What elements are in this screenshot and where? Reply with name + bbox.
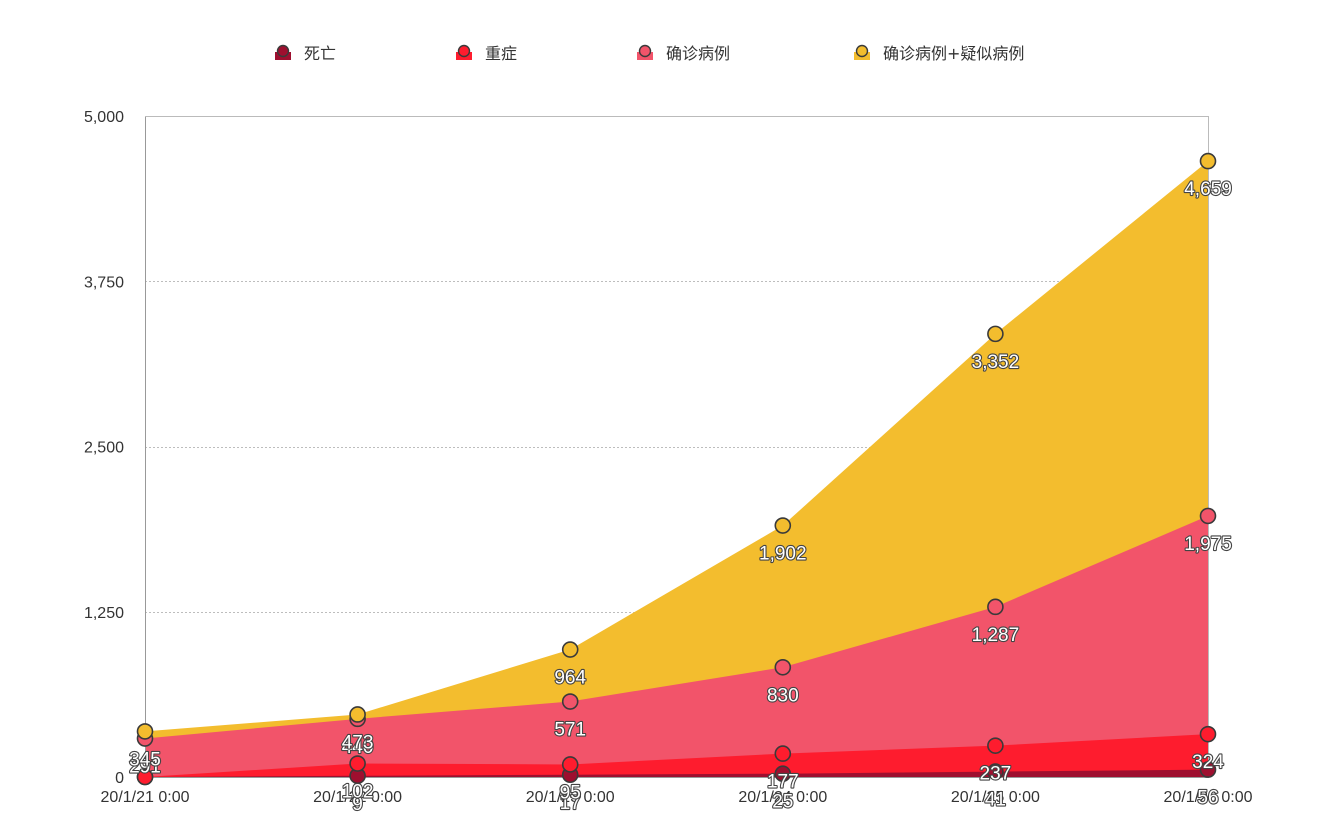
legend-label: 死亡 [304, 44, 336, 63]
data-label: 1,975 [1184, 534, 1232, 555]
legend: 死亡 重症 确诊病例 确诊病例+疑似病例 [275, 44, 1024, 63]
y-tick-label: 0 [115, 770, 124, 787]
data-points [136, 152, 1217, 786]
x-tick-label: 20/1/21 0:00 [101, 789, 190, 806]
data-point[interactable] [1199, 152, 1217, 170]
data-label: 102 [342, 782, 374, 803]
data-point[interactable] [561, 756, 579, 773]
legend-marker [276, 44, 290, 58]
legend-marker [638, 44, 652, 58]
legend-label: 确诊病例 [666, 44, 730, 63]
data-labels: 9 17 25 41 56 102 95 177 237 324 291 440 571 830 1,287… [128, 178, 1233, 816]
x-tick-label: 20/1/26 0:00 [1164, 789, 1253, 806]
legend-label: 重症 [485, 44, 517, 63]
y-tick-label: 5,000 [84, 109, 124, 126]
data-point[interactable] [987, 325, 1004, 343]
data-point[interactable] [987, 763, 1004, 780]
y-axis-ticks: 0 1,250 2,500 3,750 5,000 [84, 109, 124, 787]
y-tick-label: 3,750 [84, 274, 124, 291]
data-point[interactable] [987, 598, 1004, 616]
data-point[interactable] [774, 658, 792, 676]
data-label: 4,659 [1184, 179, 1232, 200]
data-label: 1,287 [972, 625, 1020, 646]
series-area [145, 734, 1208, 777]
x-tick-label: 20/1/24 0:00 [738, 789, 827, 806]
data-label: 17 [560, 793, 581, 814]
data-point[interactable] [349, 706, 366, 723]
data-label: 324 [1192, 752, 1224, 773]
data-label: 177 [767, 772, 799, 793]
data-label: 237 [980, 764, 1012, 785]
data-point[interactable] [136, 768, 154, 786]
data-point[interactable] [1199, 725, 1217, 743]
data-label: 41 [985, 790, 1006, 811]
data-point[interactable] [561, 641, 579, 658]
y-tick-label: 2,500 [84, 440, 124, 457]
legend-label: 确诊病例+疑似病例 [883, 44, 1024, 63]
x-tick-label: 20/1/25 0:00 [951, 789, 1040, 806]
legend-item[interactable]: 确诊病例+疑似病例 [854, 44, 1024, 63]
y-tick-label: 1,250 [84, 605, 124, 622]
legend-item[interactable]: 重症 [456, 44, 517, 63]
data-point[interactable] [774, 765, 792, 782]
x-tick-label: 20/1/22 0:00 [313, 789, 402, 806]
legend-item[interactable]: 确诊病例 [637, 44, 730, 63]
series-area [145, 515, 1208, 777]
data-label: 473 [342, 732, 374, 753]
data-label: 345 [129, 749, 161, 770]
legend-marker [855, 44, 869, 58]
data-point[interactable] [136, 723, 154, 740]
data-label: 9 [352, 794, 363, 815]
data-label: 1,902 [759, 544, 807, 565]
data-label: 440 [342, 737, 374, 758]
data-label: 25 [772, 792, 793, 813]
data-point[interactable] [561, 693, 579, 710]
data-label: 571 [554, 720, 586, 741]
data-point[interactable] [774, 517, 792, 534]
data-point[interactable] [1199, 507, 1217, 525]
data-point[interactable] [987, 737, 1004, 754]
data-label: 830 [767, 685, 799, 706]
data-point[interactable] [349, 755, 366, 772]
data-label: 56 [1197, 788, 1218, 809]
legend-marker [457, 44, 471, 58]
data-label: 291 [129, 757, 161, 778]
axes [145, 116, 1209, 778]
x-tick-label: 20/1/23 0:00 [526, 789, 615, 806]
data-point[interactable] [1199, 761, 1217, 778]
legend-item[interactable]: 死亡 [275, 44, 336, 63]
x-axis-ticks: 20/1/21 0:00 20/1/22 0:00 20/1/23 0:00 20/1… [101, 789, 1253, 806]
data-label: 95 [560, 782, 581, 803]
series-area [145, 769, 1208, 777]
series-areas [145, 161, 1208, 777]
data-label: 3,352 [972, 352, 1020, 373]
data-point[interactable] [774, 745, 792, 762]
data-label: 964 [554, 668, 586, 689]
